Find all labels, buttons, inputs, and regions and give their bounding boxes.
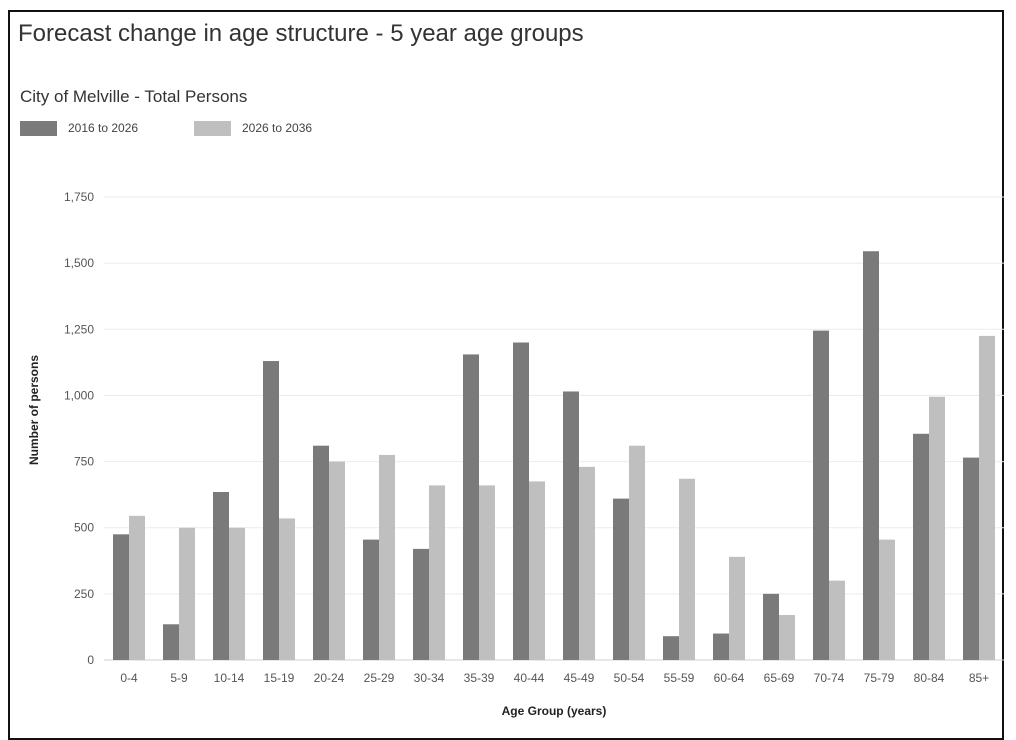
bar-0-4-2016-to-2026[interactable] — [113, 534, 129, 660]
bars — [113, 251, 995, 661]
bar-15-19-2026-to-2036[interactable] — [279, 518, 295, 660]
x-tick-label: 60-64 — [714, 671, 745, 685]
x-tick-label: 5-9 — [170, 671, 188, 685]
x-tick-label: 80-84 — [914, 671, 945, 685]
bar-75-79-2016-to-2026[interactable] — [863, 251, 879, 661]
bar-60-64-2026-to-2036[interactable] — [729, 556, 745, 660]
bar-65-69-2026-to-2036[interactable] — [779, 615, 795, 660]
x-axis-title: Age Group (years) — [502, 704, 607, 718]
gridlines — [104, 196, 1004, 661]
x-tick-label: 0-4 — [120, 671, 138, 685]
bar-10-14-2026-to-2036[interactable] — [229, 527, 245, 660]
bar-0-4-2026-to-2036[interactable] — [129, 515, 145, 660]
x-tick-label: 45-49 — [564, 671, 595, 685]
bar-25-29-2016-to-2026[interactable] — [363, 539, 379, 660]
x-tick-label: 10-14 — [214, 671, 245, 685]
x-tick-label: 55-59 — [664, 671, 695, 685]
y-tick-label: 1,750 — [64, 190, 94, 204]
bar-10-14-2016-to-2026[interactable] — [213, 492, 229, 660]
y-tick-label: 250 — [74, 587, 94, 601]
x-tick-label: 25-29 — [364, 671, 395, 685]
legend-label-2016-2026: 2016 to 2026 — [68, 121, 139, 135]
bar-50-54-2026-to-2036[interactable] — [629, 445, 645, 660]
bar-40-44-2016-to-2026[interactable] — [513, 342, 529, 660]
legend-label-2026-2036: 2026 to 2036 — [242, 121, 313, 135]
bar-50-54-2016-to-2026[interactable] — [613, 498, 629, 660]
x-tick-label: 75-79 — [864, 671, 895, 685]
bar-70-74-2016-to-2026[interactable] — [813, 330, 829, 660]
bar-45-49-2026-to-2036[interactable] — [579, 466, 595, 660]
legend-swatch-2016-2026 — [20, 121, 57, 136]
bar-85+-2026-to-2036[interactable] — [979, 335, 995, 660]
bar-55-59-2016-to-2026[interactable] — [663, 636, 679, 660]
chart-subtitle: City of Melville - Total Persons — [20, 87, 248, 106]
bar-60-64-2016-to-2026[interactable] — [713, 633, 729, 660]
y-tick-label: 1,500 — [64, 256, 94, 270]
x-tick-label: 50-54 — [614, 671, 645, 685]
bar-30-34-2026-to-2036[interactable] — [429, 485, 445, 660]
bar-40-44-2026-to-2036[interactable] — [529, 481, 545, 660]
chart-title: Forecast change in age structure - 5 yea… — [18, 20, 584, 47]
bar-45-49-2016-to-2026[interactable] — [563, 391, 579, 660]
x-tick-label: 20-24 — [314, 671, 345, 685]
bar-75-79-2026-to-2036[interactable] — [879, 539, 895, 660]
x-tick-label: 65-69 — [764, 671, 795, 685]
bar-15-19-2016-to-2026[interactable] — [263, 361, 279, 660]
x-tick-label: 15-19 — [264, 671, 295, 685]
x-tick-label: 40-44 — [514, 671, 545, 685]
bar-20-24-2026-to-2036[interactable] — [329, 461, 345, 660]
bar-70-74-2026-to-2036[interactable] — [829, 580, 845, 660]
x-tick-label: 35-39 — [464, 671, 495, 685]
bar-25-29-2026-to-2036[interactable] — [379, 454, 395, 660]
y-tick-label: 0 — [87, 653, 94, 667]
bar-35-39-2016-to-2026[interactable] — [463, 354, 479, 660]
x-axis-ticks: 0-4 5-9 10-14 15-19 20-24 25-29 30-34 35-39 40-4… — [120, 671, 989, 685]
x-tick-label: 70-74 — [814, 671, 845, 685]
y-axis-title: Number of persons — [27, 355, 41, 465]
bar-80-84-2016-to-2026[interactable] — [913, 433, 929, 660]
x-tick-label: 30-34 — [414, 671, 445, 685]
bar-65-69-2016-to-2026[interactable] — [763, 593, 779, 660]
y-tick-label: 1,250 — [64, 322, 94, 336]
bar-55-59-2026-to-2036[interactable] — [679, 478, 695, 660]
x-tick-label: 85+ — [969, 671, 989, 685]
bar-5-9-2016-to-2026[interactable] — [163, 624, 179, 660]
bar-35-39-2026-to-2036[interactable] — [479, 485, 495, 660]
y-tick-label: 750 — [74, 455, 94, 469]
legend-swatch-2026-2036 — [194, 121, 231, 136]
bar-5-9-2026-to-2036[interactable] — [179, 527, 195, 660]
bar-85+-2016-to-2026[interactable] — [963, 457, 979, 660]
bar-80-84-2026-to-2036[interactable] — [929, 396, 945, 660]
y-tick-label: 1,000 — [64, 388, 94, 402]
y-tick-label: 500 — [74, 521, 94, 535]
y-axis-ticks: 0 250 500 750 1,000 1,250 1,500 1,750 — [64, 190, 94, 667]
bar-30-34-2016-to-2026[interactable] — [413, 548, 429, 660]
bar-20-24-2016-to-2026[interactable] — [313, 445, 329, 660]
